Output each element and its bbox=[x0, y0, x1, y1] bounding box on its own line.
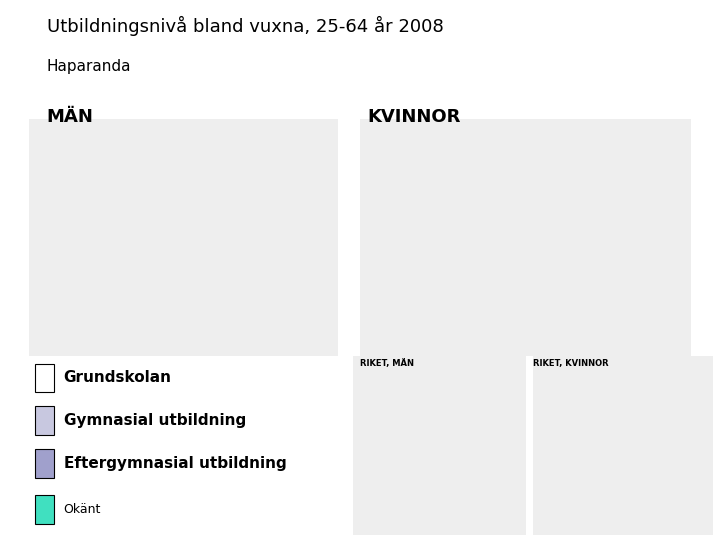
FancyBboxPatch shape bbox=[35, 363, 54, 392]
Wedge shape bbox=[526, 143, 609, 238]
Text: 2%: 2% bbox=[527, 148, 547, 161]
Wedge shape bbox=[431, 143, 526, 249]
Text: 25%: 25% bbox=[444, 224, 471, 237]
Wedge shape bbox=[513, 143, 526, 238]
Wedge shape bbox=[184, 143, 279, 238]
Text: 25%: 25% bbox=[225, 214, 253, 227]
Text: Eftergymnasial utbildning: Eftergymnasial utbildning bbox=[63, 456, 287, 471]
Wedge shape bbox=[409, 380, 439, 443]
Wedge shape bbox=[431, 192, 621, 333]
Wedge shape bbox=[439, 380, 498, 443]
Wedge shape bbox=[104, 143, 184, 238]
Text: 13%: 13% bbox=[655, 421, 674, 429]
Text: 16%: 16% bbox=[103, 195, 131, 208]
Text: Grundskolan: Grundskolan bbox=[63, 370, 171, 385]
Text: 1%: 1% bbox=[618, 380, 631, 389]
Wedge shape bbox=[615, 380, 619, 443]
Text: 59%: 59% bbox=[156, 300, 184, 313]
FancyBboxPatch shape bbox=[35, 406, 54, 435]
Text: Okänt: Okänt bbox=[63, 503, 101, 516]
Text: 17%: 17% bbox=[580, 205, 608, 218]
Wedge shape bbox=[89, 187, 279, 333]
Text: KVINNOR: KVINNOR bbox=[367, 108, 461, 126]
Text: Haparanda: Haparanda bbox=[47, 59, 131, 75]
Text: 45%: 45% bbox=[636, 488, 655, 497]
Text: 56%: 56% bbox=[561, 274, 589, 287]
Wedge shape bbox=[589, 400, 683, 506]
Text: 41%: 41% bbox=[564, 442, 582, 450]
Text: 19%: 19% bbox=[469, 416, 487, 425]
Text: Utbildningsnivå bland vuxna, 25-64 år 2008: Utbildningsnivå bland vuxna, 25-64 år 20… bbox=[47, 16, 444, 36]
Wedge shape bbox=[556, 380, 619, 498]
Text: 40%: 40% bbox=[433, 490, 451, 500]
Text: Gymnasial utbildning: Gymnasial utbildning bbox=[63, 413, 246, 428]
FancyBboxPatch shape bbox=[35, 495, 54, 524]
Wedge shape bbox=[619, 380, 665, 443]
Text: RIKET, MÄN: RIKET, MÄN bbox=[360, 359, 414, 368]
FancyBboxPatch shape bbox=[35, 449, 54, 477]
Text: MÄN: MÄN bbox=[47, 108, 94, 126]
Wedge shape bbox=[376, 387, 439, 496]
Text: RIKET, KVINNOR: RIKET, KVINNOR bbox=[533, 359, 608, 368]
Text: 33%: 33% bbox=[380, 448, 399, 457]
Wedge shape bbox=[405, 420, 503, 506]
